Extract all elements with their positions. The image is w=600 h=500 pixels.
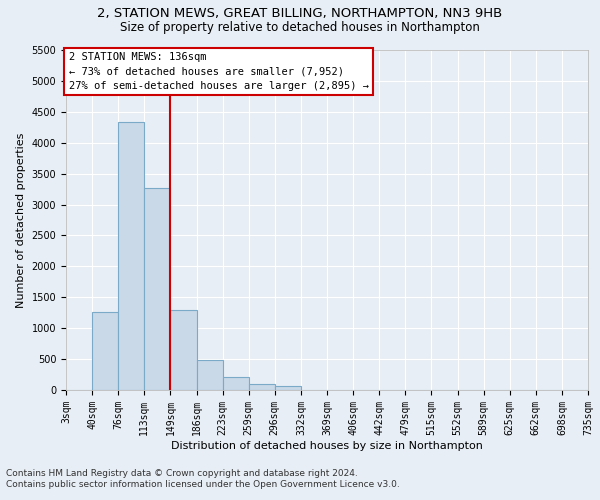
Text: 2 STATION MEWS: 136sqm
← 73% of detached houses are smaller (7,952)
27% of semi-: 2 STATION MEWS: 136sqm ← 73% of detached… [68, 52, 368, 92]
Bar [118, 122, 145, 390]
Text: Contains public sector information licensed under the Open Government Licence v3: Contains public sector information licen… [6, 480, 400, 489]
Bar [197, 360, 223, 390]
Bar [223, 377, 249, 390]
Text: 2, STATION MEWS, GREAT BILLING, NORTHAMPTON, NN3 9HB: 2, STATION MEWS, GREAT BILLING, NORTHAMP… [97, 7, 503, 20]
Y-axis label: Number of detached properties: Number of detached properties [16, 132, 26, 308]
Bar [145, 188, 170, 390]
Bar [249, 384, 275, 390]
Text: Size of property relative to detached houses in Northampton: Size of property relative to detached ho… [120, 20, 480, 34]
Bar [92, 312, 118, 390]
Bar [275, 386, 301, 390]
Bar [170, 310, 197, 390]
Text: Contains HM Land Registry data © Crown copyright and database right 2024.: Contains HM Land Registry data © Crown c… [6, 468, 358, 477]
X-axis label: Distribution of detached houses by size in Northampton: Distribution of detached houses by size … [171, 440, 483, 450]
